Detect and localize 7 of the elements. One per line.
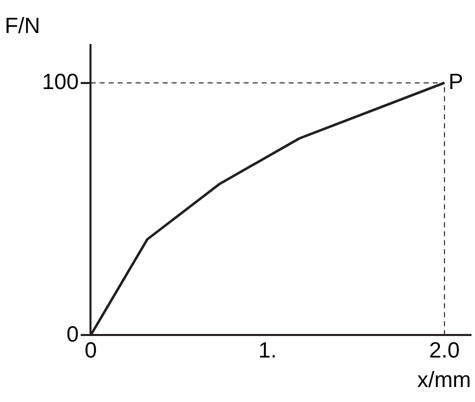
x-axis-title: x/mm [417,366,471,392]
x-tick-label: 1. [258,337,277,362]
y-tick-label: 100 [42,68,79,94]
annotation: P [448,68,464,94]
y-axis-title: F/N [4,13,40,38]
x-tick-label: 2.0 [429,337,460,362]
x-tick-label: 0 [84,337,97,362]
